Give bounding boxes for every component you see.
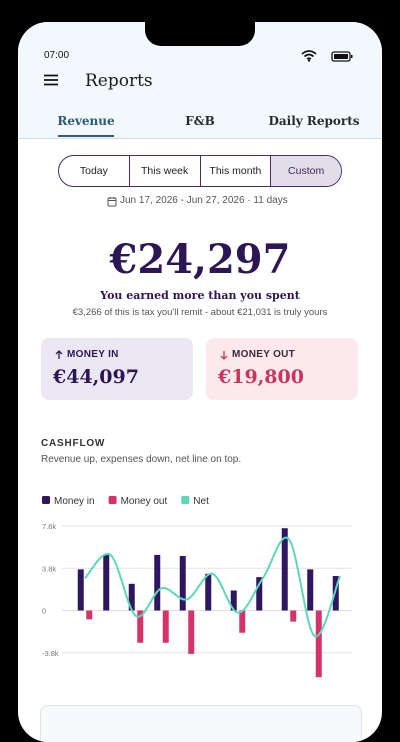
card-value: €44,097 xyxy=(53,366,139,388)
y-tick-label: 3.8k xyxy=(42,564,56,573)
net-amount: €24,297 xyxy=(109,236,291,283)
bar xyxy=(86,610,93,620)
card-value: €19,800 xyxy=(218,366,304,388)
screen: { "status_bar": {"time": "07:00"}, "head… xyxy=(18,22,382,742)
legend-label: Money out xyxy=(121,496,168,507)
bar xyxy=(256,577,263,611)
bar xyxy=(188,610,195,654)
bar xyxy=(230,590,237,611)
legend-swatch xyxy=(108,496,117,504)
y-tick-label: 0 xyxy=(42,607,46,616)
tax-note: €3,266 of this is tax you'll remit - abo… xyxy=(72,307,328,318)
money-out-card: MONEY OUT €19,800 xyxy=(206,338,358,400)
bar xyxy=(290,610,297,622)
money-in-card: MONEY IN €44,097 xyxy=(41,338,193,400)
tab[interactable]: F&B xyxy=(185,114,215,128)
y-tick-label: -3.8k xyxy=(42,649,59,658)
bar xyxy=(281,528,288,611)
notch xyxy=(145,22,255,46)
headline: You earned more than you spent xyxy=(100,289,300,302)
range-option[interactable]: This week xyxy=(128,156,200,186)
arrow-down-icon xyxy=(220,351,228,360)
range-option[interactable]: Today xyxy=(79,165,108,177)
legend-swatch xyxy=(181,496,190,504)
bar xyxy=(332,576,339,611)
y-tick-label: 7.6k xyxy=(42,522,56,531)
bar xyxy=(179,556,186,611)
date-range: Jun 17, 2026 - Jun 27, 2026 · 11 days xyxy=(120,195,288,206)
y-tick-label: -6.7k xyxy=(42,681,59,682)
bar xyxy=(162,610,169,643)
range-selector: Today This week This month Custom xyxy=(58,155,342,187)
calendar-icon xyxy=(107,197,117,207)
page-title: Reports xyxy=(85,71,153,91)
tab[interactable]: Daily Reports xyxy=(268,114,360,128)
status-time: 07:00 xyxy=(44,50,70,61)
tab[interactable]: Revenue xyxy=(57,114,115,128)
range-option[interactable]: Custom xyxy=(270,156,341,186)
net-line xyxy=(84,536,341,638)
range-option[interactable]: This month xyxy=(199,156,271,186)
card-label: MONEY OUT xyxy=(232,349,296,360)
tab-divider xyxy=(18,138,382,139)
bar xyxy=(239,610,246,633)
bar xyxy=(128,583,135,611)
bar xyxy=(154,554,161,611)
bar xyxy=(137,610,144,643)
active-tab-indicator xyxy=(58,135,114,137)
chart-title: CASHFLOW xyxy=(41,438,106,449)
arrow-up-icon xyxy=(55,350,63,359)
status-icons xyxy=(301,50,353,62)
legend-label: Net xyxy=(193,496,209,507)
bar xyxy=(77,569,84,611)
bar xyxy=(103,554,110,611)
menu-button[interactable] xyxy=(43,74,59,86)
bar xyxy=(205,573,212,611)
legend-label: Money in xyxy=(54,496,95,507)
chart-subtitle: Revenue up, expenses down, net line on t… xyxy=(41,454,242,465)
bar xyxy=(315,610,322,678)
legend-swatch xyxy=(42,496,50,504)
card-label: MONEY IN xyxy=(67,349,119,360)
bar xyxy=(307,569,314,611)
phone-frame: 07:00 Reports Revenue F&B Daily Reports … xyxy=(18,22,382,742)
